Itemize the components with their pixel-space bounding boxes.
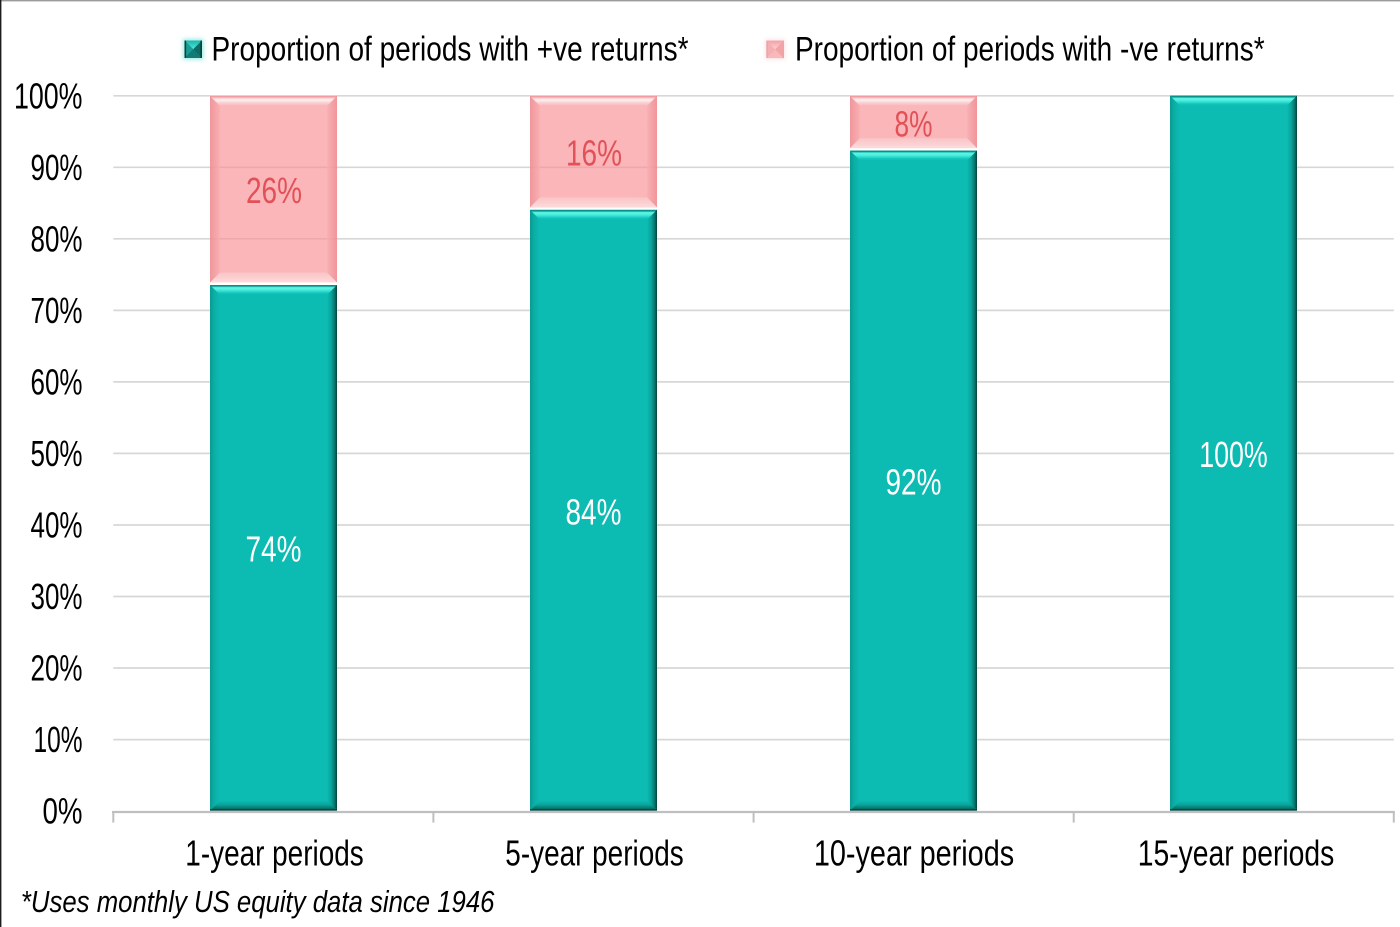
svg-text:74%: 74% xyxy=(246,529,302,570)
svg-text:100%: 100% xyxy=(1199,434,1268,475)
svg-text:10%: 10% xyxy=(34,719,83,760)
svg-text:90%: 90% xyxy=(31,147,83,188)
svg-text:Proportion of periods with -ve: Proportion of periods with -ve returns* xyxy=(795,31,1265,69)
svg-text:20%: 20% xyxy=(31,648,83,689)
svg-text:30%: 30% xyxy=(31,576,83,617)
svg-text:100%: 100% xyxy=(14,75,83,116)
svg-text:60%: 60% xyxy=(31,362,83,403)
svg-text:15-year periods: 15-year periods xyxy=(1138,833,1335,874)
svg-text:40%: 40% xyxy=(31,505,83,546)
svg-text:5-year periods: 5-year periods xyxy=(505,833,683,874)
svg-text:92%: 92% xyxy=(886,461,942,502)
svg-text:1-year periods: 1-year periods xyxy=(185,833,363,874)
svg-text:Proportion of periods with +ve: Proportion of periods with +ve returns* xyxy=(212,31,689,69)
svg-text:16%: 16% xyxy=(566,133,622,174)
svg-text:8%: 8% xyxy=(895,104,933,145)
svg-text:*Uses monthly US equity data s: *Uses monthly US equity data since 1946 xyxy=(21,885,495,919)
svg-text:10-year periods: 10-year periods xyxy=(814,833,1014,874)
svg-text:26%: 26% xyxy=(246,170,302,211)
svg-text:84%: 84% xyxy=(566,492,622,533)
svg-text:0%: 0% xyxy=(43,791,83,832)
svg-text:50%: 50% xyxy=(31,433,83,474)
svg-text:70%: 70% xyxy=(31,290,83,331)
svg-text:80%: 80% xyxy=(31,218,83,259)
